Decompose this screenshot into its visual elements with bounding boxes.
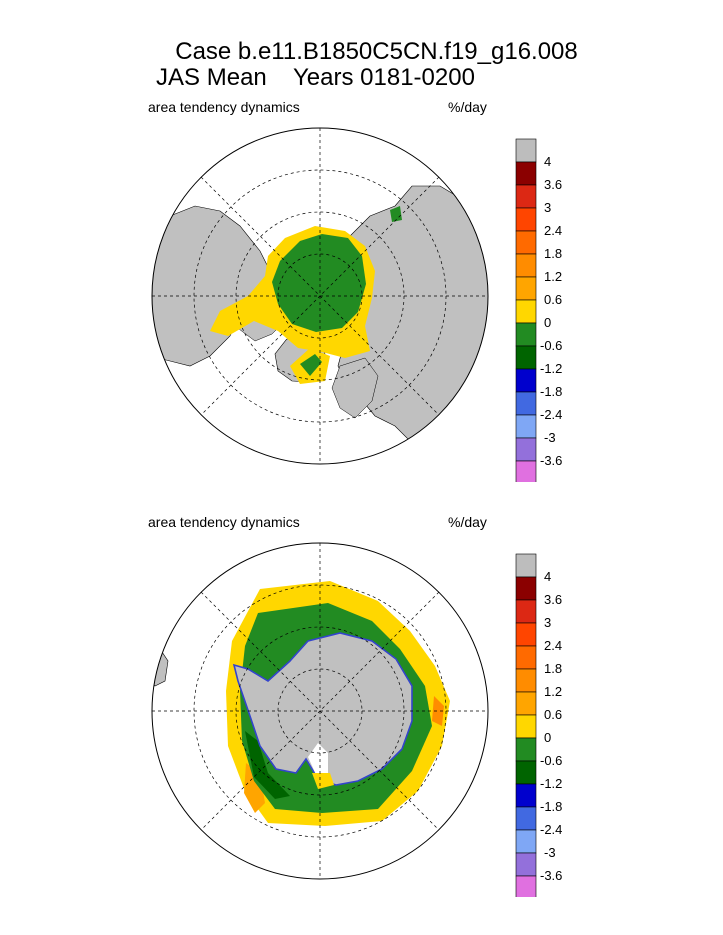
north-map-border	[151, 127, 489, 465]
north-tick-4: 4	[544, 154, 551, 169]
south-colorbar: 4 3.6 3 2.4 1.8 1.2 0.6 0 -0.6 -1.2 -1.8…	[515, 553, 562, 897]
north-tick-3: 3	[544, 200, 551, 215]
panel2-field-label: area tendency dynamics	[148, 514, 300, 530]
north-tick-neg1.8: -1.8	[540, 384, 562, 399]
north-tick-2.4: 2.4	[544, 223, 562, 238]
south-tick-2.4: 2.4	[544, 638, 562, 653]
panel1-units-label: %/day	[448, 99, 487, 115]
south-map-border	[151, 542, 489, 880]
south-tick-neg3.6: -3.6	[540, 868, 562, 883]
south-tick-neg0.6: -0.6	[540, 753, 562, 768]
north-ice-patch-east	[390, 206, 402, 222]
north-tick-0: 0	[544, 315, 551, 330]
south-ross-sea-yellow	[312, 773, 334, 789]
south-tick-neg1.8: -1.8	[540, 799, 562, 814]
north-tick-neg2.4: -2.4	[540, 407, 562, 422]
panel2-units-label: %/day	[448, 514, 487, 530]
panel1-field-label: area tendency dynamics	[148, 99, 300, 115]
south-ice-edge-orange-east	[432, 696, 444, 726]
south-tick-3: 3	[544, 615, 551, 630]
figure-title-case: Case b.e11.B1850C5CN.f19_g16.008	[175, 38, 578, 65]
south-ross-sea-gap	[308, 743, 328, 779]
south-tick-0.6: 0.6	[544, 707, 562, 722]
south-polar-map	[151, 542, 489, 880]
north-tick-neg0.6: -0.6	[540, 338, 562, 353]
north-tick-1.8: 1.8	[544, 246, 562, 261]
north-tick-neg1.2: -1.2	[540, 361, 562, 376]
north-scandinavia	[331, 357, 379, 419]
south-tick-4: 4	[544, 569, 551, 584]
south-colorbar-boxes	[515, 553, 537, 897]
south-tick-0: 0	[544, 730, 551, 745]
figure-title-period: JAS Mean Years 0181-0200	[156, 64, 475, 91]
south-tick-neg1.2: -1.2	[540, 776, 562, 791]
north-tick-0.6: 0.6	[544, 292, 562, 307]
north-ice-patch-labrador-green	[300, 354, 322, 376]
north-tick-neg3: -3	[544, 430, 556, 445]
north-tick-neg3.6: -3.6	[540, 453, 562, 468]
north-ice-core	[272, 234, 366, 332]
north-colorbar: 4 3.6 3 2.4 1.8 1.2 0.6 0 -0.6 -1.2 -1.8…	[515, 138, 562, 482]
south-tick-3.6: 3.6	[544, 592, 562, 607]
north-colorbar-boxes	[515, 138, 537, 482]
south-tick-1.8: 1.8	[544, 661, 562, 676]
south-tick-neg2.4: -2.4	[540, 822, 562, 837]
north-tick-3.6: 3.6	[544, 177, 562, 192]
north-gridlines	[152, 128, 488, 464]
south-gridlines	[152, 543, 488, 879]
north-tick-1.2: 1.2	[544, 269, 562, 284]
south-tick-neg3: -3	[544, 845, 556, 860]
south-tick-1.2: 1.2	[544, 684, 562, 699]
north-polar-map	[151, 127, 489, 465]
south-ice-pack-darkgreen	[245, 731, 290, 799]
